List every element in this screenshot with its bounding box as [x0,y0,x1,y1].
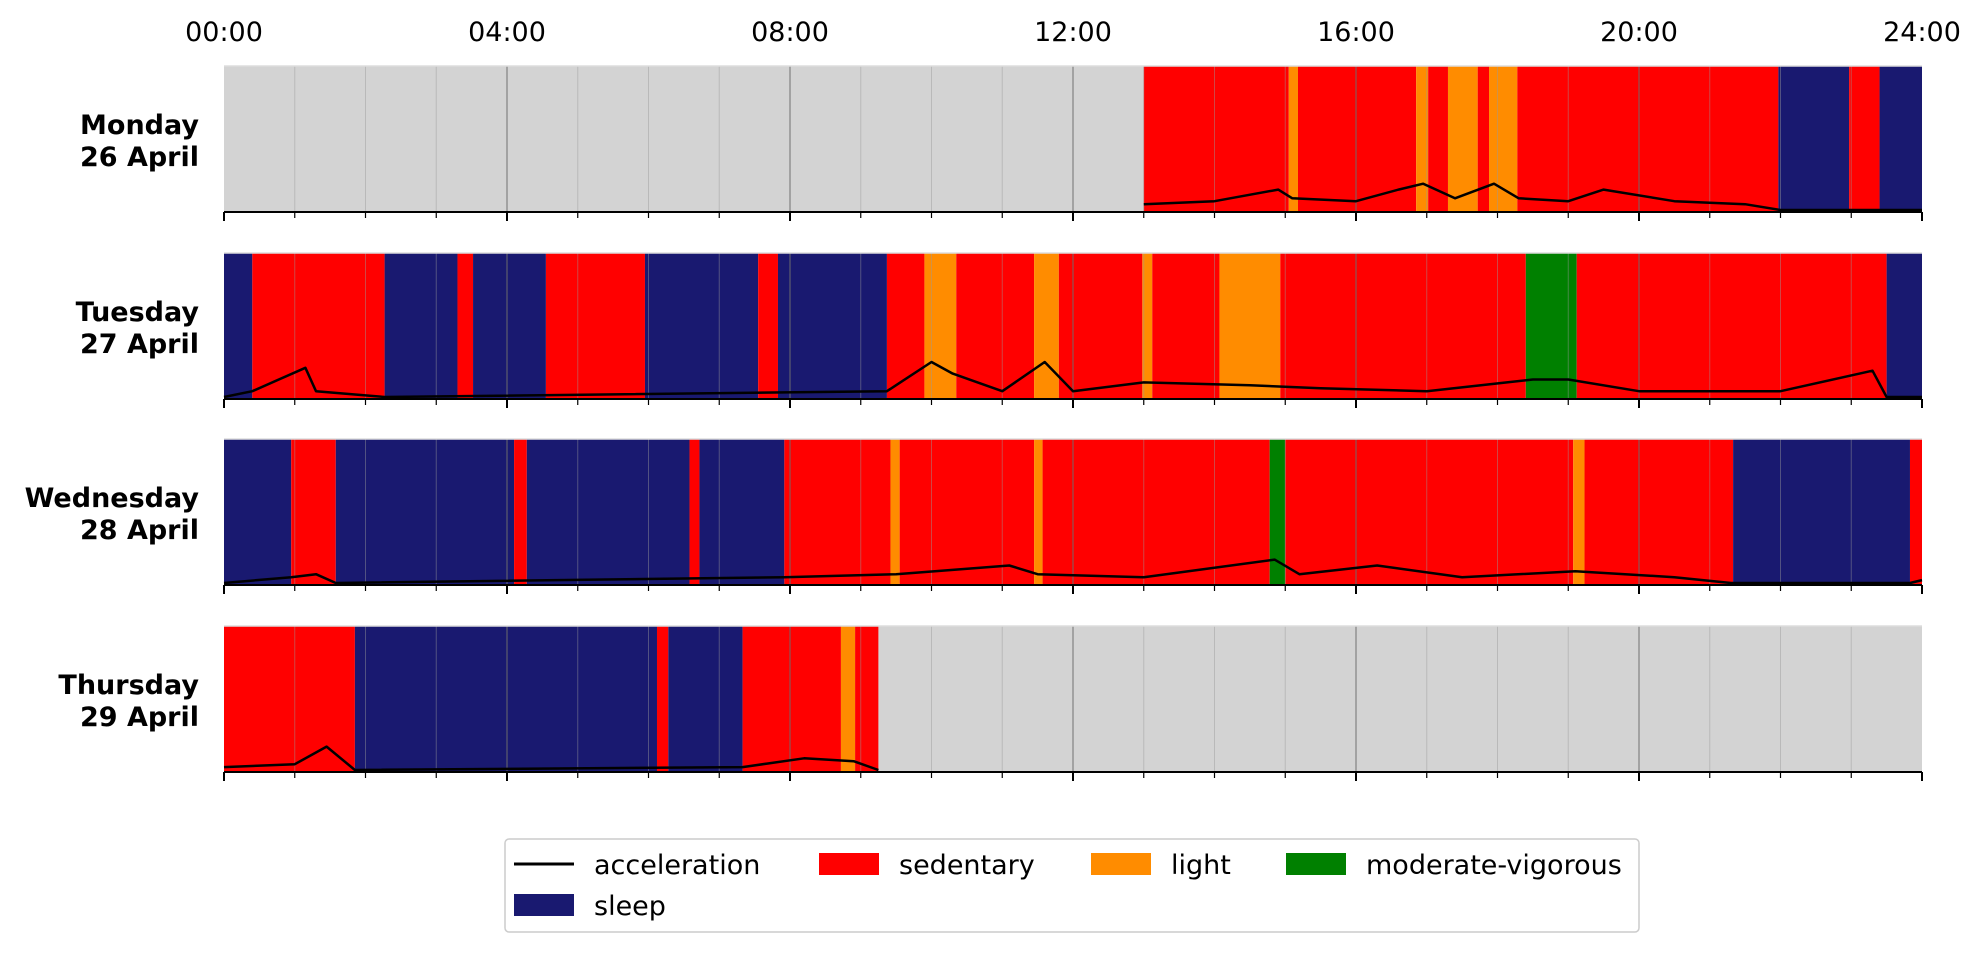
legend-swatch-moderate-vigorous [1286,853,1346,875]
segment-sedentary [1909,439,1922,585]
x-tick-label: 24:00 [1883,17,1961,48]
segment-light [1034,253,1059,399]
segment-light [1034,439,1043,585]
segment-light [890,439,900,585]
legend-label-moderate-vigorous: moderate-vigorous [1366,850,1622,881]
segment-sleep [699,439,785,585]
segment-sedentary [1428,66,1448,212]
segment-sedentary [689,439,700,585]
legend: acceleration sedentary light moderate-vigor… [504,838,1640,933]
segment-sedentary [855,626,879,772]
day-label-date: 29 April [80,702,199,733]
segment-sleep [473,253,546,399]
segment-sedentary [224,626,355,772]
legend-label-sedentary: sedentary [899,850,1035,881]
segment-sedentary [457,253,474,399]
acceleration-line [223,360,1922,399]
segment-no-data [224,66,1144,212]
segment-sedentary [291,439,336,585]
segment-sedentary [1143,66,1289,212]
segment-sleep [1886,253,1922,399]
segment-sedentary [1042,439,1270,585]
segment-sedentary [742,626,841,772]
day-label-date: 27 April [80,329,199,360]
segment-sleep [526,439,690,585]
segment-sleep [777,253,887,399]
segment-moderate-vigorous [1525,253,1577,399]
day-label-weekday: Wednesday [25,483,200,514]
day-label-weekday: Tuesday [76,297,200,328]
segment-light [924,253,957,399]
segment-sleep [384,253,458,399]
segment-light [1219,253,1281,399]
segment-light [1288,66,1298,212]
segment-sedentary [514,439,527,585]
segment-light [1416,66,1429,212]
segment-sleep [644,253,759,399]
segment-sedentary [899,439,1035,585]
segment-sleep [1879,66,1922,212]
day-label-date: 28 April [80,515,199,546]
segment-sedentary [656,626,669,772]
legend-label-sleep: sleep [594,891,666,922]
segment-sedentary [1285,439,1574,585]
legend-label-light: light [1171,850,1231,881]
segment-sedentary [252,253,385,399]
segment-light [1142,253,1153,399]
segment-sleep [335,439,515,585]
segment-light [1447,66,1478,212]
legend-label-acceleration: acceleration [594,850,760,881]
legend-box [504,838,1640,933]
legend-swatch-sedentary [819,853,879,875]
segment-sleep [1778,66,1850,212]
segment-sedentary [1477,66,1490,212]
top-time-axis: 00:00 04:00 08:00 12:00 16:00 20:00 24:00 [185,17,1961,48]
segment-sedentary [1584,439,1734,585]
segment-light [840,626,856,772]
day-label-date: 26 April [80,142,199,173]
x-tick-label: 20:00 [1600,17,1678,48]
acceleration-line [1143,182,1922,212]
x-tick-label: 16:00 [1317,17,1395,48]
segment-sedentary [1576,253,1887,399]
segment-no-data [878,626,1922,772]
day-label-weekday: Thursday [58,670,199,701]
day-label-weekday: Monday [80,110,199,141]
segment-sleep [224,439,292,585]
segment-sedentary [1058,253,1143,399]
x-tick-label: 12:00 [1034,17,1112,48]
segment-sedentary [545,253,645,399]
segment-sleep [224,253,253,399]
legend-swatch-light [1091,853,1151,875]
segment-sedentary [758,253,778,399]
segment-sedentary [886,253,925,399]
segment-sedentary [1297,66,1417,212]
segment-moderate-vigorous [1269,439,1286,585]
segment-sedentary [956,253,1035,399]
x-tick-label: 04:00 [468,17,546,48]
segment-sedentary [784,439,891,585]
segment-sedentary [1280,253,1526,399]
x-tick-label: 08:00 [751,17,829,48]
segment-sedentary [1152,253,1220,399]
segment-sedentary [1849,66,1880,212]
x-tick-label: 00:00 [185,17,263,48]
segment-sleep [354,626,657,772]
acceleration-line [223,558,1923,585]
segment-sedentary [1517,66,1779,212]
acceleration-line [223,745,879,772]
segment-sleep [668,626,743,772]
segment-sleep [1733,439,1910,585]
segment-light [1573,439,1585,585]
legend-swatch-sleep [514,894,574,916]
